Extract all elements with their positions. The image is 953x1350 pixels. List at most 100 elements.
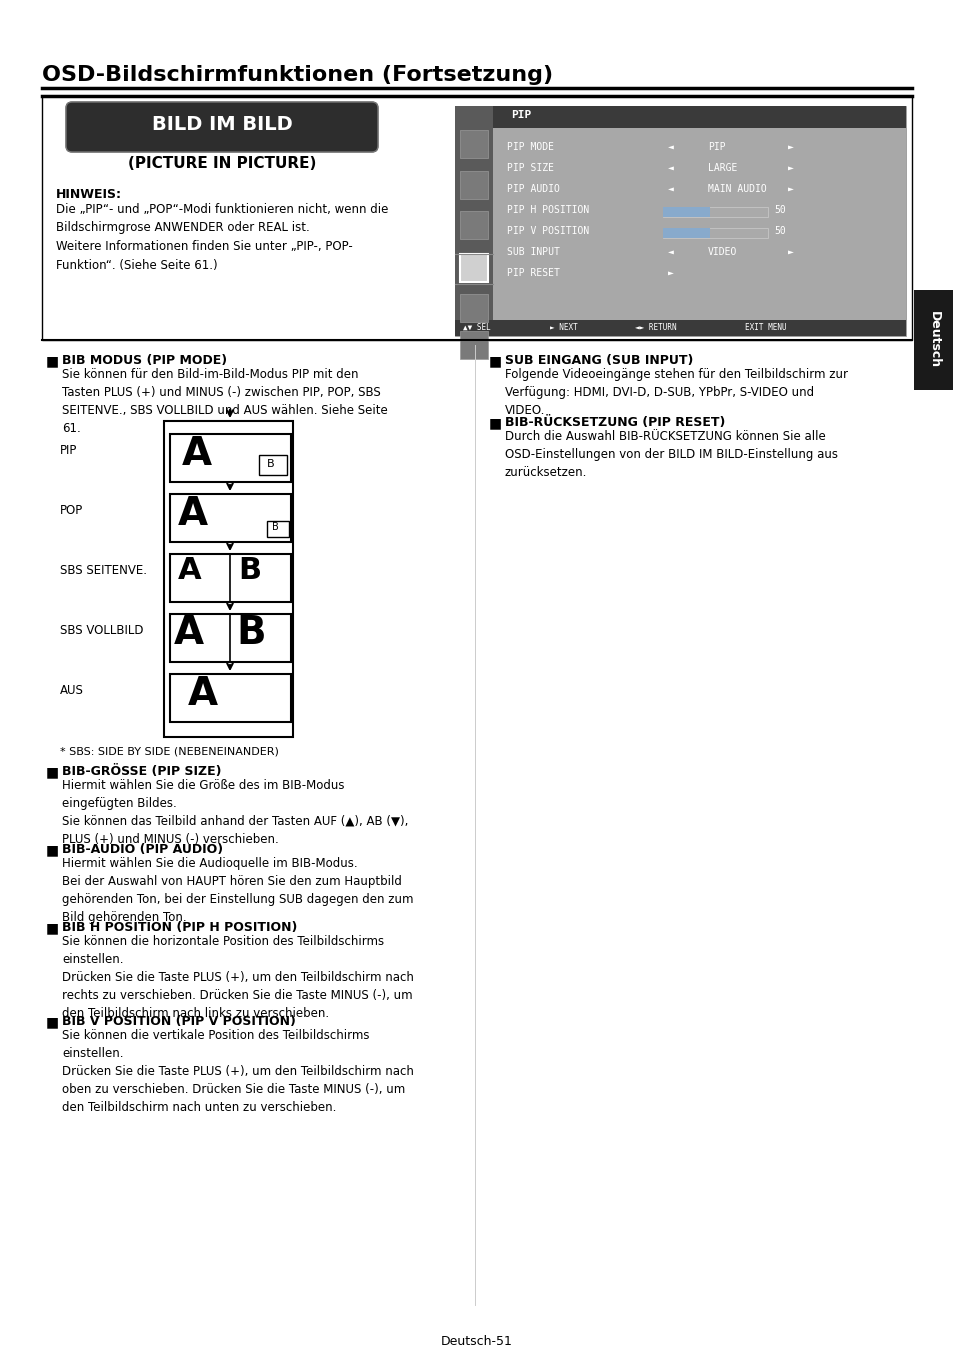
Text: Sie können die horizontale Position des Teilbildschirms
einstellen.
Drücken Sie : Sie können die horizontale Position des … bbox=[62, 936, 414, 1021]
Bar bbox=[267, 521, 289, 537]
Text: PIP H POSITION: PIP H POSITION bbox=[506, 205, 589, 215]
Text: 50: 50 bbox=[773, 225, 785, 236]
Text: BIB MODUS (PIP MODE): BIB MODUS (PIP MODE) bbox=[62, 354, 227, 367]
FancyBboxPatch shape bbox=[70, 107, 374, 116]
Text: Sie können die vertikale Position des Teilbildschirms
einstellen.
Drücken Sie di: Sie können die vertikale Position des Te… bbox=[62, 1029, 414, 1114]
Text: HINWEIS:: HINWEIS: bbox=[56, 188, 122, 201]
Text: PIP: PIP bbox=[60, 444, 77, 458]
Text: ►: ► bbox=[787, 142, 793, 153]
Text: ◄: ◄ bbox=[667, 247, 673, 256]
Text: ■: ■ bbox=[489, 416, 501, 431]
Text: Durch die Auswahl BIB-RÜCKSETZUNG können Sie alle
OSD-Einstellungen von der BILD: Durch die Auswahl BIB-RÜCKSETZUNG können… bbox=[504, 431, 837, 479]
Text: BIB H POSITION (PIP H POSITION): BIB H POSITION (PIP H POSITION) bbox=[62, 921, 297, 934]
Text: OSD-Bildschirmfunktionen (Fortsetzung): OSD-Bildschirmfunktionen (Fortsetzung) bbox=[42, 65, 553, 85]
FancyBboxPatch shape bbox=[70, 139, 374, 148]
FancyBboxPatch shape bbox=[66, 103, 377, 153]
Text: ■: ■ bbox=[489, 354, 501, 369]
Text: VIDEO: VIDEO bbox=[707, 247, 737, 256]
Bar bbox=[459, 294, 488, 323]
Bar bbox=[493, 128, 905, 320]
Bar bbox=[662, 228, 767, 238]
Text: POP: POP bbox=[60, 504, 83, 517]
Text: Hiermit wählen Sie die Audioquelle im BIB-Modus.
Bei der Auswahl von HAUPT hören: Hiermit wählen Sie die Audioquelle im BI… bbox=[62, 857, 413, 923]
Text: B: B bbox=[235, 614, 265, 652]
Bar bbox=[170, 494, 291, 541]
Text: BIB-AUDIO (PIP AUDIO): BIB-AUDIO (PIP AUDIO) bbox=[62, 842, 223, 856]
Text: LARGE: LARGE bbox=[707, 163, 737, 173]
Text: BILD IM BILD: BILD IM BILD bbox=[152, 115, 292, 134]
Text: PIP: PIP bbox=[707, 142, 725, 153]
Text: 50: 50 bbox=[773, 205, 785, 215]
Text: ■: ■ bbox=[46, 354, 59, 369]
Text: * SBS: SIDE BY SIDE (NEBENEINANDER): * SBS: SIDE BY SIDE (NEBENEINANDER) bbox=[60, 747, 278, 757]
Bar bbox=[42, 96, 911, 340]
Bar bbox=[459, 171, 488, 198]
Bar bbox=[459, 254, 488, 282]
Text: PIP AUDIO: PIP AUDIO bbox=[506, 184, 559, 194]
Bar bbox=[170, 433, 291, 482]
Text: ►: ► bbox=[667, 269, 673, 278]
Text: ◄: ◄ bbox=[667, 184, 673, 194]
Bar bbox=[170, 614, 291, 662]
Text: SUB INPUT: SUB INPUT bbox=[506, 247, 559, 256]
FancyBboxPatch shape bbox=[71, 130, 372, 135]
Text: BIB V POSITION (PIP V POSITION): BIB V POSITION (PIP V POSITION) bbox=[62, 1015, 295, 1027]
Text: ■: ■ bbox=[46, 921, 59, 936]
Text: Deutsch: Deutsch bbox=[926, 312, 940, 369]
Bar bbox=[459, 130, 488, 158]
FancyBboxPatch shape bbox=[71, 113, 372, 119]
Text: A: A bbox=[173, 614, 204, 652]
FancyBboxPatch shape bbox=[71, 135, 372, 140]
Text: Die „PIP“- und „POP“-Modi funktionieren nicht, wenn die
Bildschirmgrose ANWENDER: Die „PIP“- und „POP“-Modi funktionieren … bbox=[56, 202, 388, 271]
Bar bbox=[662, 207, 767, 217]
Text: SBS VOLLBILD: SBS VOLLBILD bbox=[60, 624, 143, 637]
Bar bbox=[662, 207, 709, 217]
Text: PIP SIZE: PIP SIZE bbox=[506, 163, 554, 173]
Bar bbox=[455, 320, 905, 336]
Text: PIP: PIP bbox=[511, 109, 531, 120]
FancyBboxPatch shape bbox=[71, 119, 372, 124]
Text: ■: ■ bbox=[46, 842, 59, 857]
Bar bbox=[459, 211, 488, 239]
Text: AUS: AUS bbox=[60, 684, 84, 697]
Text: MAIN AUDIO: MAIN AUDIO bbox=[707, 184, 766, 194]
Text: ▲▼ SEL: ▲▼ SEL bbox=[462, 323, 490, 332]
Text: ■: ■ bbox=[46, 1015, 59, 1029]
Text: A: A bbox=[182, 435, 212, 472]
Bar bbox=[170, 674, 291, 722]
Text: SBS SEITENVE.: SBS SEITENVE. bbox=[60, 564, 147, 576]
Bar bbox=[258, 455, 287, 475]
Text: Hiermit wählen Sie die Größe des im BIB-Modus
eingefügten Bildes.
Sie können das: Hiermit wählen Sie die Größe des im BIB-… bbox=[62, 779, 408, 846]
Bar bbox=[459, 331, 488, 359]
Text: ►: ► bbox=[787, 247, 793, 256]
Text: PIP RESET: PIP RESET bbox=[506, 269, 559, 278]
Text: BIB-GRÖSSE (PIP SIZE): BIB-GRÖSSE (PIP SIZE) bbox=[62, 765, 221, 778]
Bar bbox=[662, 228, 709, 238]
Text: ◄► RETURN: ◄► RETURN bbox=[635, 323, 676, 332]
Bar bbox=[170, 554, 291, 602]
Text: Folgende Videoeingänge stehen für den Teilbildschirm zur
Verfügung: HDMI, DVI-D,: Folgende Videoeingänge stehen für den Te… bbox=[504, 369, 847, 417]
Text: EXIT MENU: EXIT MENU bbox=[744, 323, 786, 332]
Text: A: A bbox=[178, 495, 208, 533]
Bar bbox=[493, 107, 905, 128]
Text: ◄: ◄ bbox=[667, 163, 673, 173]
Text: A: A bbox=[178, 556, 201, 585]
Bar bbox=[455, 107, 905, 336]
Text: (PICTURE IN PICTURE): (PICTURE IN PICTURE) bbox=[128, 157, 315, 171]
Text: B: B bbox=[237, 556, 261, 585]
Text: ► NEXT: ► NEXT bbox=[550, 323, 578, 332]
Bar bbox=[455, 107, 493, 336]
Text: B: B bbox=[267, 459, 274, 468]
Text: SUB EINGANG (SUB INPUT): SUB EINGANG (SUB INPUT) bbox=[504, 354, 693, 367]
Text: A: A bbox=[188, 675, 218, 713]
Text: ■: ■ bbox=[46, 765, 59, 779]
Text: ◄: ◄ bbox=[667, 142, 673, 153]
Text: Sie können für den Bild-im-Bild-Modus PIP mit den
Tasten PLUS (+) und MINUS (-) : Sie können für den Bild-im-Bild-Modus PI… bbox=[62, 369, 387, 435]
Bar bbox=[913, 290, 953, 390]
FancyBboxPatch shape bbox=[71, 124, 372, 130]
Text: ►: ► bbox=[787, 163, 793, 173]
Text: BIB-RÜCKSETZUNG (PIP RESET): BIB-RÜCKSETZUNG (PIP RESET) bbox=[504, 416, 724, 429]
Bar bbox=[164, 421, 293, 737]
Text: ►: ► bbox=[787, 184, 793, 194]
Text: B: B bbox=[272, 522, 278, 532]
